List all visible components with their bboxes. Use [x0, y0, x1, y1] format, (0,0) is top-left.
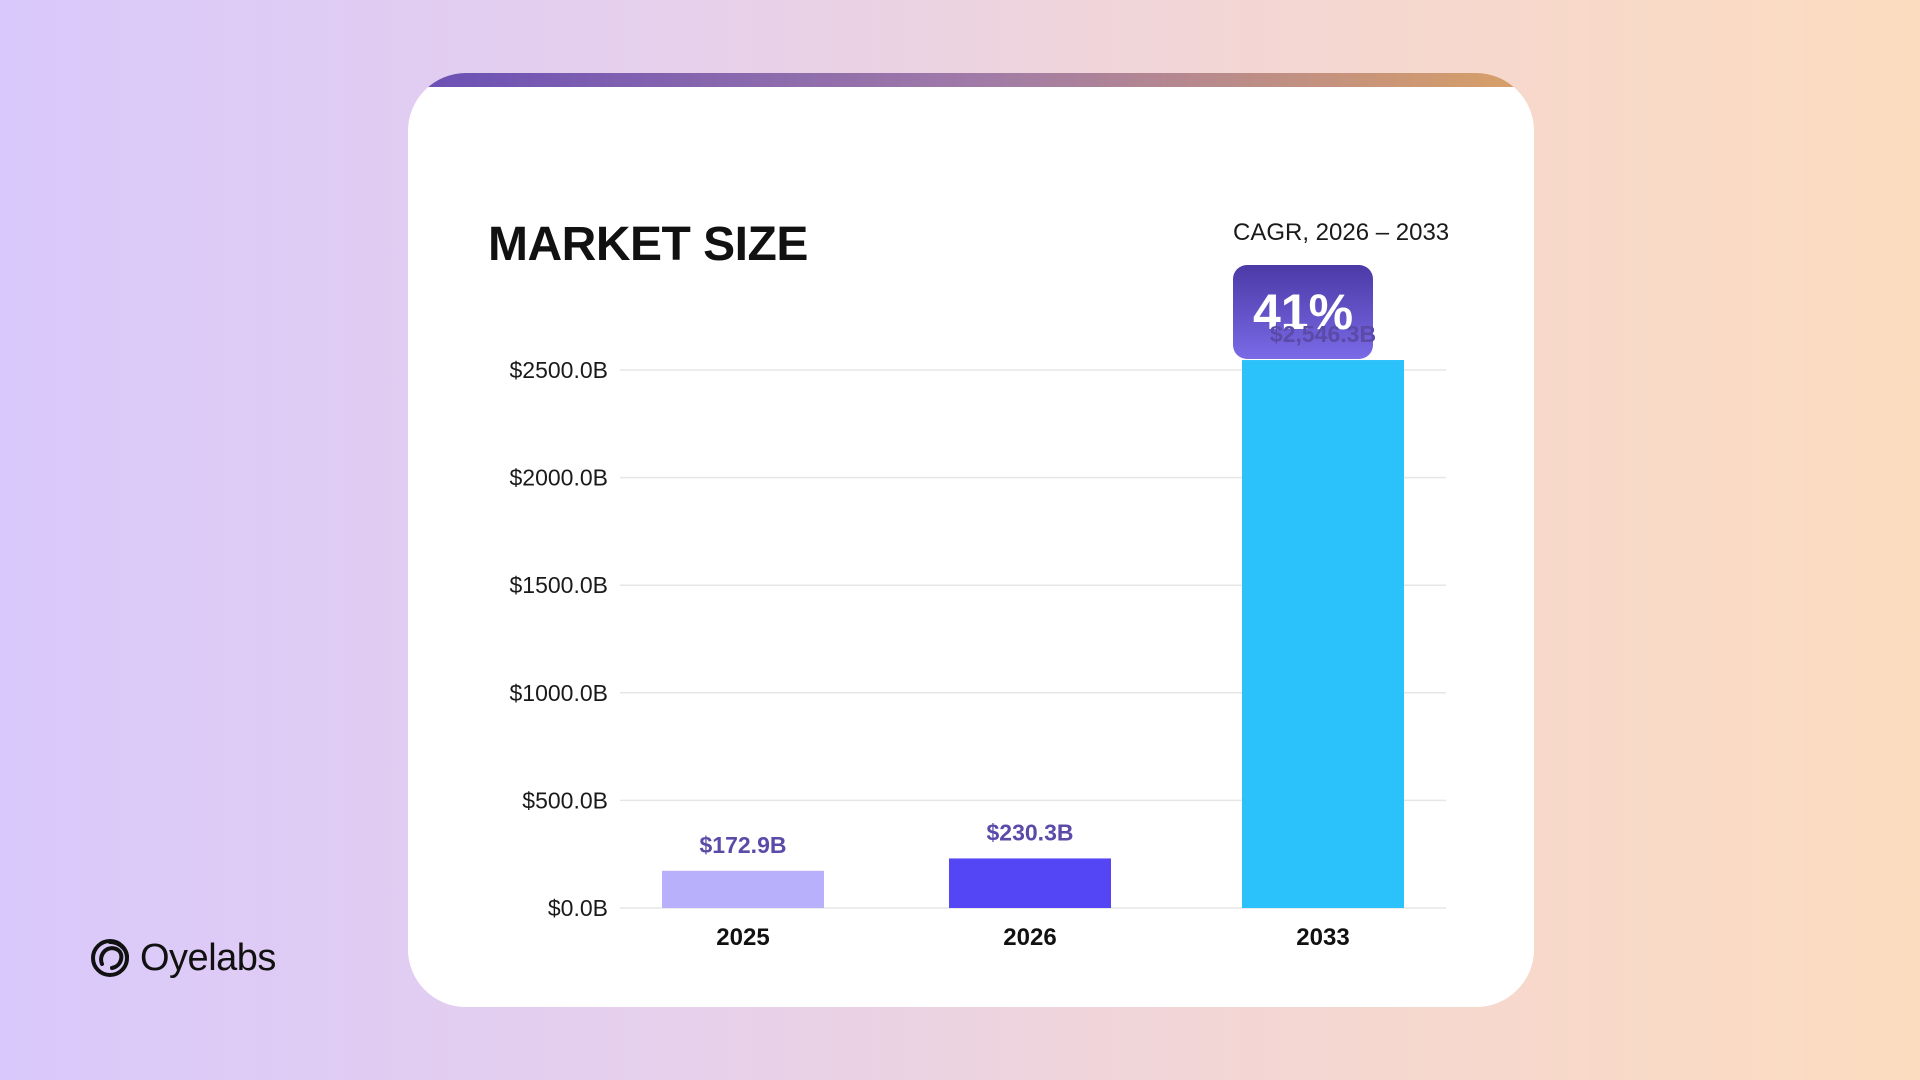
cagr-value: 41% [1252, 284, 1354, 340]
x-axis-ticks: 2025 2026 2033 [716, 924, 1349, 951]
bar-2026 [949, 858, 1111, 908]
bars [662, 360, 1404, 908]
bar-2033 [1242, 360, 1404, 908]
y-tick-label: $2500.0B [510, 357, 608, 383]
y-tick-label: $1500.0B [510, 572, 608, 598]
x-tick-label: 2026 [1003, 924, 1056, 951]
value-labels: $172.9B $230.3B $2,546.3B [700, 321, 1377, 858]
bar-chart: $0.0B $500.0B $1000.0B $1500.0B $2000.0B $250… [510, 321, 1446, 951]
brand-logo: Oyelabs [88, 935, 276, 981]
chart-title: MARKET SIZE [488, 218, 808, 271]
card-accent-bar [408, 73, 1534, 87]
value-label-2025: $172.9B [700, 832, 787, 858]
y-tick-label: $500.0B [522, 787, 608, 813]
value-label-2033: $2,546.3B [1270, 321, 1376, 347]
x-tick-label: 2025 [716, 924, 769, 951]
y-tick-label: $0.0B [548, 895, 608, 921]
y-axis-ticks: $0.0B $500.0B $1000.0B $1500.0B $2000.0B $250… [510, 357, 608, 921]
y-tick-label: $2000.0B [510, 465, 608, 491]
x-tick-label: 2033 [1296, 924, 1349, 951]
cagr-badge: 41% [1233, 265, 1373, 359]
bar-2025 [662, 870, 824, 908]
market-size-card: MARKET SIZE CAGR, 2026 – 2033 41% $0.0B $… [408, 73, 1534, 1007]
y-tick-label: $1000.0B [510, 680, 608, 706]
brand-name: Oyelabs [140, 936, 276, 979]
cagr-label: CAGR, 2026 – 2033 [1233, 219, 1450, 246]
oyelabs-swirl-icon [91, 939, 129, 977]
value-label-2026: $230.3B [987, 819, 1074, 845]
